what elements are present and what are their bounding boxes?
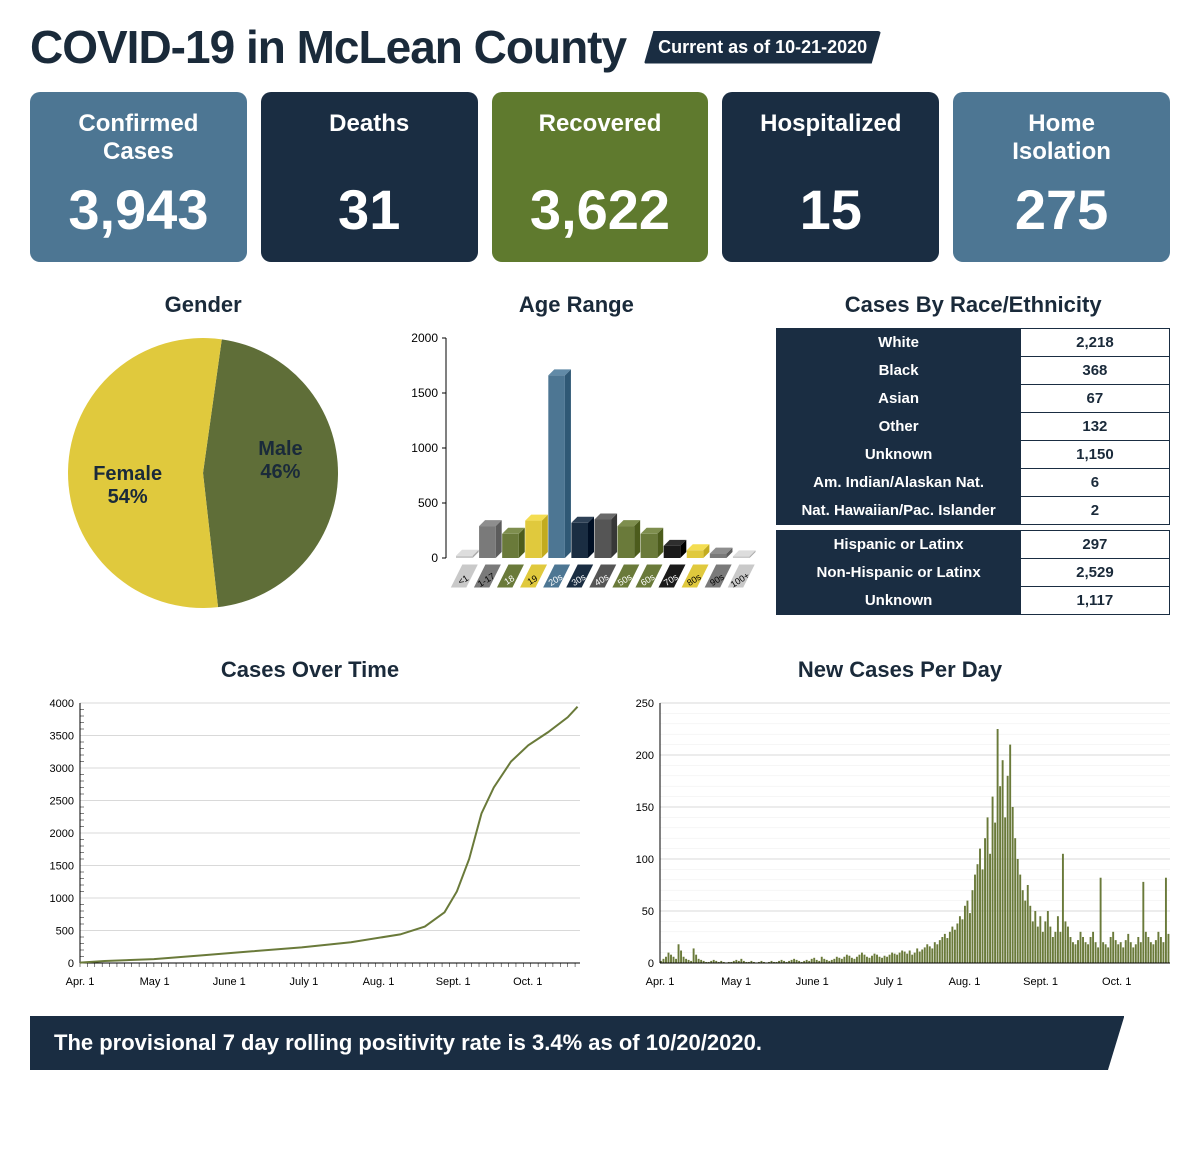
stat-card: Deaths 31 — [261, 92, 478, 262]
stat-card-label: ConfirmedCases — [38, 110, 239, 165]
race-table: White 2,218Black 368Asian 67Other 132Unk… — [776, 328, 1170, 615]
svg-text:0: 0 — [432, 551, 439, 565]
stat-card-value: 15 — [730, 182, 931, 238]
gender-title: Gender — [30, 292, 376, 318]
svg-text:50: 50 — [642, 906, 654, 918]
stat-card-value: 275 — [961, 182, 1162, 238]
race-row-label: Unknown — [777, 587, 1020, 615]
svg-text:2500: 2500 — [50, 796, 74, 808]
svg-text:Sept. 1: Sept. 1 — [436, 976, 471, 988]
svg-text:1000: 1000 — [412, 441, 439, 455]
race-row-label: Asian — [777, 385, 1020, 413]
svg-text:0: 0 — [648, 958, 654, 970]
svg-text:250: 250 — [636, 698, 654, 710]
svg-text:May 1: May 1 — [721, 976, 751, 988]
age-panel: Age Range 0500100015002000<11-17181920s3… — [396, 292, 756, 633]
new-cases-panel: New Cases Per Day 0 50 100 150 200 250 Apr. 1 M… — [620, 657, 1180, 998]
race-row-value: 2 — [1020, 497, 1169, 525]
race-row-label: Nat. Hawaiian/Pac. Islander — [777, 497, 1020, 525]
cases-over-time-panel: Cases Over Time 0 500 1000 1500 2000 2500 3000… — [30, 657, 590, 998]
race-row-value: 1,150 — [1020, 441, 1169, 469]
svg-text:200: 200 — [636, 750, 654, 762]
date-badge: Current as of 10-21-2020 — [644, 31, 881, 64]
footer-note: The provisional 7 day rolling positivity… — [30, 1016, 1124, 1070]
race-row-value: 2,529 — [1020, 559, 1169, 587]
svg-text:Sept. 1: Sept. 1 — [1023, 976, 1058, 988]
svg-text:1500: 1500 — [50, 861, 74, 873]
stat-card-label: HomeIsolation — [961, 110, 1162, 165]
svg-text:500: 500 — [418, 496, 438, 510]
svg-text:150: 150 — [636, 802, 654, 814]
race-row-label: Unknown — [777, 441, 1020, 469]
stat-card: Hospitalized 15 — [722, 92, 939, 262]
race-row-label: White — [777, 329, 1020, 357]
age-title: Age Range — [396, 292, 756, 318]
stat-card: Recovered 3,622 — [492, 92, 709, 262]
race-row-value: 368 — [1020, 357, 1169, 385]
stat-card-label: Hospitalized — [730, 110, 931, 138]
svg-text:Aug. 1: Aug. 1 — [949, 976, 981, 988]
stat-card-label: Deaths — [269, 110, 470, 138]
stat-card-value: 3,622 — [500, 182, 701, 238]
race-row-label: Non-Hispanic or Latinx — [777, 559, 1020, 587]
svg-text:1500: 1500 — [412, 386, 439, 400]
svg-text:1000: 1000 — [50, 893, 74, 905]
race-panel: Cases By Race/Ethnicity White 2,218Black… — [776, 292, 1170, 633]
svg-text:May 1: May 1 — [140, 976, 170, 988]
gender-pie-chart — [43, 328, 363, 618]
race-row-value: 2,218 — [1020, 329, 1169, 357]
new-cases-chart: 0 50 100 150 200 250 Apr. 1 May 1 June 1 July 1 Au… — [620, 693, 1180, 993]
stat-card-value: 3,943 — [38, 182, 239, 238]
race-title: Cases By Race/Ethnicity — [776, 292, 1170, 318]
stat-card: ConfirmedCases 3,943 — [30, 92, 247, 262]
race-row-value: 297 — [1020, 531, 1169, 559]
stat-cards: ConfirmedCases 3,943Deaths 31Recovered 3… — [30, 92, 1170, 262]
svg-text:Apr. 1: Apr. 1 — [646, 976, 675, 988]
gender-male-label: Male46% — [258, 438, 302, 484]
stat-card: HomeIsolation 275 — [953, 92, 1170, 262]
ncpd-title: New Cases Per Day — [620, 657, 1180, 683]
svg-text:2000: 2000 — [412, 331, 439, 345]
race-row-label: Am. Indian/Alaskan Nat. — [777, 469, 1020, 497]
svg-text:3000: 3000 — [50, 763, 74, 775]
gender-panel: Gender Female54% Male46% — [30, 292, 376, 633]
svg-text:July 1: July 1 — [874, 976, 903, 988]
svg-text:0: 0 — [68, 958, 74, 970]
svg-text:100: 100 — [636, 854, 654, 866]
svg-text:3500: 3500 — [50, 731, 74, 743]
gender-female-label: Female54% — [93, 463, 162, 509]
svg-text:July 1: July 1 — [290, 976, 319, 988]
svg-text:4000: 4000 — [50, 698, 74, 710]
cot-title: Cases Over Time — [30, 657, 590, 683]
cases-over-time-chart: 0 500 1000 1500 2000 2500 3000 3500 4000 Apr. 1 Ma… — [30, 693, 590, 993]
svg-text:Apr. 1: Apr. 1 — [66, 976, 95, 988]
page-title: COVID-19 in McLean County — [30, 20, 626, 74]
svg-text:June 1: June 1 — [213, 976, 246, 988]
race-row-label: Hispanic or Latinx — [777, 531, 1020, 559]
race-row-value: 67 — [1020, 385, 1169, 413]
svg-text:Oct. 1: Oct. 1 — [513, 976, 542, 988]
svg-text:June 1: June 1 — [796, 976, 829, 988]
stat-card-value: 31 — [269, 182, 470, 238]
svg-text:Oct. 1: Oct. 1 — [1102, 976, 1131, 988]
race-row-value: 132 — [1020, 413, 1169, 441]
svg-text:Aug. 1: Aug. 1 — [363, 976, 395, 988]
race-row-label: Other — [777, 413, 1020, 441]
svg-text:500: 500 — [56, 926, 74, 938]
header: COVID-19 in McLean County Current as of … — [30, 20, 1170, 74]
race-row-label: Black — [777, 357, 1020, 385]
race-row-value: 1,117 — [1020, 587, 1169, 615]
stat-card-label: Recovered — [500, 110, 701, 138]
race-row-value: 6 — [1020, 469, 1169, 497]
svg-text:2000: 2000 — [50, 828, 74, 840]
age-bar-chart: 0500100015002000<11-17181920s30s40s50s60… — [396, 328, 756, 628]
